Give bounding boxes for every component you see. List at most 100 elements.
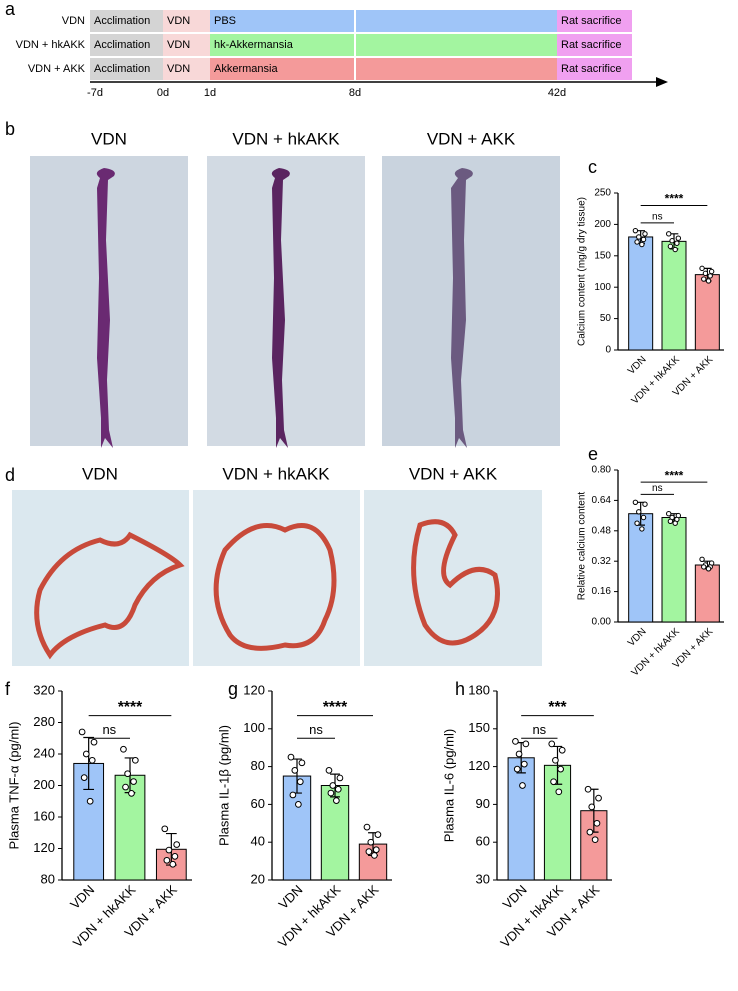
data-point [371,852,378,859]
data-point [513,765,521,773]
data-point [363,823,371,831]
phase [90,34,163,56]
panel-label: b [5,119,15,139]
row-label: VDN + AKK [28,63,86,75]
y-tick-label: 0.32 [592,556,612,567]
photo-title: VDN + hkAKK [232,129,340,148]
data-point [333,797,340,804]
data-point [675,235,682,241]
significance-label: ns [652,483,663,494]
data-point [165,846,173,854]
phase-label: Rat sacrifice [561,39,622,51]
data-point [558,746,566,754]
bar [507,757,535,881]
data-point [291,767,299,774]
data-point [163,856,171,864]
vessel [271,168,290,448]
y-axis-label: Plasma IL-6 (pg/ml) [442,729,457,842]
data-point [329,782,337,789]
row-label: VDN + hkAKK [16,39,86,51]
y-tick-label: 0.64 [592,495,612,506]
phase-label: Acclimation [94,63,150,75]
time-tick: -7d [87,87,103,99]
data-point [639,241,645,248]
data-point [666,231,672,237]
data-point [334,785,342,793]
data-point [550,778,557,786]
data-point [287,753,295,761]
data-point [169,860,177,868]
data-point [642,501,648,507]
data-point [171,853,179,860]
y-axis-label: Calcium content (mg/g dry tissue) [577,197,588,346]
time-tick: 0d [157,87,169,99]
bar [694,564,720,623]
data-point [88,756,96,764]
photo-title: VDN [91,129,127,148]
data-point [289,791,297,799]
phase [557,10,632,32]
y-tick-label: 0.80 [592,465,612,476]
significance-label: ns [102,722,116,737]
y-tick-label: 50 [600,313,612,324]
photo-row-d [12,490,542,666]
y-axis-label: Plasma IL-1β (pg/ml) [217,725,232,846]
phase-label: hk-Akkermansia [214,39,294,51]
phase-label: Rat sacrifice [561,63,622,75]
panel-label: e [588,444,598,464]
data-point [555,788,563,796]
data-point [78,728,86,736]
data-point [674,240,680,246]
photo-title: VDN + AKK [427,129,516,148]
photo-title: VDN + hkAKK [222,464,330,483]
y-tick-label: 60 [476,834,490,849]
y-tick-label: 40 [251,834,265,849]
ring [34,531,185,660]
phase [163,58,210,80]
data-point [639,526,645,532]
phase [210,58,557,80]
data-point [640,236,647,243]
data-point [632,499,639,505]
significance-label: ns [652,211,663,222]
data-point [642,231,648,237]
photo [364,490,542,666]
ring [213,523,337,651]
y-tick-label: 100 [594,282,611,293]
data-point [672,246,678,253]
y-tick-label: 0.16 [592,586,612,597]
photo [12,490,189,666]
data-point [520,760,528,768]
phase [163,10,210,32]
phase [90,10,163,32]
panel-label: h [455,679,465,699]
significance-label: **** [665,192,684,206]
bar [694,274,720,351]
phase-label: VDN [167,15,190,27]
data-point [173,841,181,848]
data-point [588,803,596,811]
bar [661,517,687,623]
phase [163,34,210,56]
y-axis-label: Plasma TNF-α (pg/ml) [7,722,22,850]
phase [90,58,163,80]
y-tick-label: 0 [605,345,611,356]
vessel [96,168,115,448]
data-point [122,783,129,791]
ring [411,519,500,646]
bar [661,240,687,351]
data-point [705,278,712,284]
photo [207,156,365,446]
phase-label: Acclimation [94,39,150,51]
data-point [295,801,302,808]
y-tick-label: 120 [468,758,490,773]
phase-label: VDN [167,39,190,51]
significance-label: **** [323,699,348,716]
row-label: VDN [62,15,85,27]
data-point [634,520,640,526]
panel-label: c [588,157,597,177]
y-tick-label: 320 [33,682,55,697]
data-point [584,785,592,793]
phase [210,10,557,32]
